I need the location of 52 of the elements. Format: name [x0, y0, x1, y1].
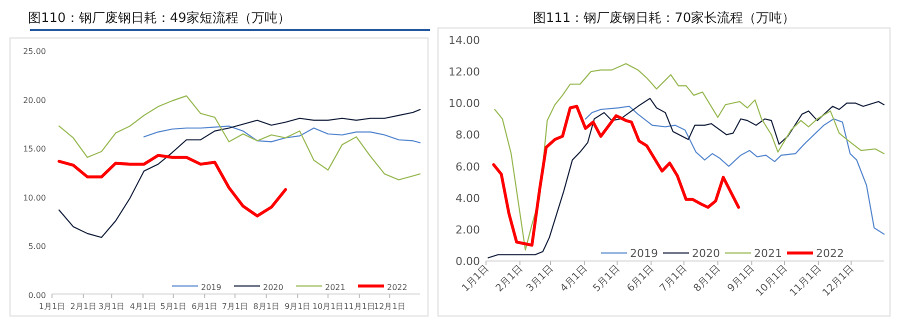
legend-label: 2019 — [630, 247, 658, 260]
y-tick-label: 25.00 — [23, 47, 46, 56]
y-tick-label: 4.00 — [456, 192, 480, 205]
x-tick-label: 9月1日 — [284, 302, 311, 311]
line-series — [143, 126, 421, 144]
line-series — [58, 154, 288, 218]
y-tick-label: 8.00 — [456, 128, 480, 142]
legend-label: 2021 — [325, 283, 346, 292]
line-series — [58, 108, 421, 238]
legend-label: 2019 — [201, 283, 222, 292]
x-tick-label: 6月1日 — [192, 302, 218, 311]
legend-label: 2022 — [387, 283, 408, 292]
x-tick-label: 2月1日 — [70, 302, 96, 311]
y-tick-label: 20.00 — [23, 96, 46, 105]
x-tick-label: 8月1日 — [253, 302, 280, 311]
x-tick-label: 5月1日 — [591, 263, 622, 294]
y-tick-label: 0.00 — [456, 255, 480, 268]
x-tick-label: 9月1日 — [726, 263, 757, 294]
x-tick-label: 7月1日 — [658, 263, 690, 294]
x-tick-label: 10月1日 — [754, 263, 790, 299]
x-tick-label: 4月1日 — [130, 302, 156, 311]
x-tick-label: 6月1日 — [625, 263, 656, 294]
x-tick-label: 8月1日 — [692, 263, 723, 294]
x-tick-label: 11月1日 — [344, 302, 375, 311]
y-tick-label: 10.00 — [448, 97, 480, 110]
chart-title: 图110：钢厂废钢日耗：49家短流程（万吨） — [28, 10, 290, 26]
x-tick-label: 3月1日 — [98, 302, 125, 311]
y-tick-label: 0.00 — [28, 291, 46, 300]
y-tick-label: 5.00 — [28, 242, 46, 252]
x-tick-label: 2月1日 — [494, 263, 526, 294]
y-tick-label: 6.00 — [456, 160, 480, 174]
y-tick-label: 12.00 — [448, 66, 480, 79]
y-tick-label: 2.00 — [456, 223, 480, 236]
y-tick-label: 14.00 — [448, 34, 480, 47]
y-tick-label: 15.00 — [23, 144, 46, 154]
x-tick-label: 1月1日 — [38, 302, 66, 311]
legend-label: 2020 — [263, 283, 284, 292]
chart-title: 图111：钢厂废钢日耗：70家长流程（万吨） — [532, 10, 796, 26]
line-series — [492, 104, 740, 247]
x-tick-label: 5月1日 — [160, 302, 186, 311]
legend-label: 2022 — [816, 247, 844, 260]
line-series — [488, 98, 885, 258]
x-tick-label: 7月1日 — [222, 302, 248, 311]
x-tick-label: 3月1日 — [524, 263, 556, 294]
x-tick-label: 4月1日 — [558, 263, 590, 294]
legend-label: 2021 — [754, 247, 782, 260]
line-series — [58, 95, 421, 180]
legend-label: 2020 — [692, 247, 720, 260]
line-series — [584, 106, 885, 235]
x-tick-label: 10月1日 — [312, 302, 344, 311]
x-tick-label: 12月1日 — [374, 302, 406, 311]
y-tick-label: 10.00 — [23, 193, 46, 202]
